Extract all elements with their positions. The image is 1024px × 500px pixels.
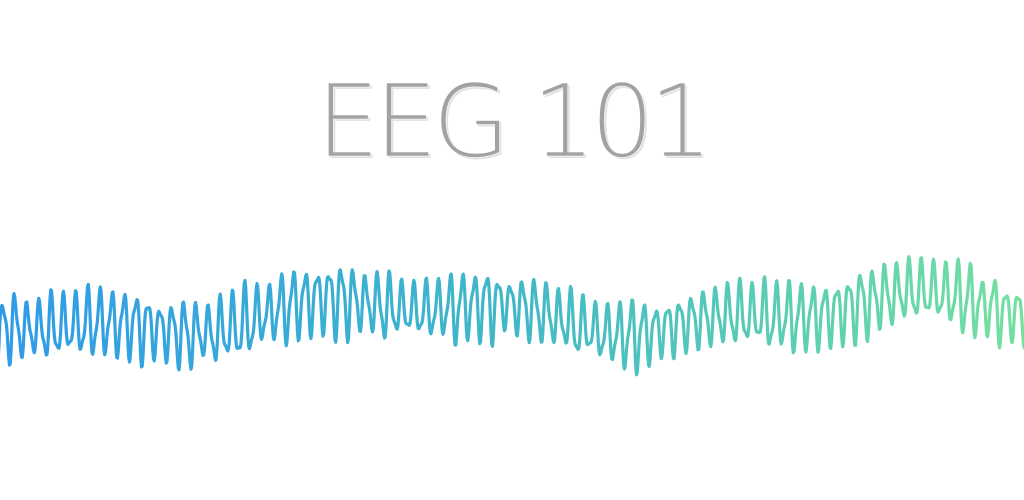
eeg-wave-line [0, 255, 1024, 377]
banner-title: EEG 101 [316, 63, 713, 180]
eeg-waveform [0, 255, 1024, 377]
